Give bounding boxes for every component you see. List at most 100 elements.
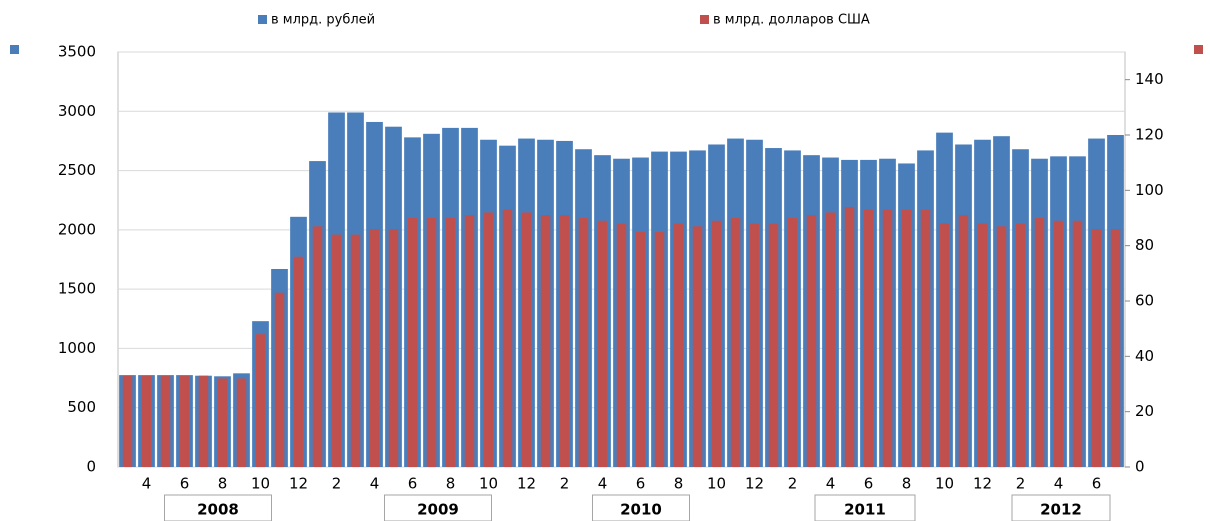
bar <box>331 234 342 467</box>
bar <box>882 209 893 467</box>
x-tick-label: 8 <box>902 475 912 493</box>
bar <box>958 215 969 467</box>
bar <box>236 378 247 467</box>
bar <box>198 375 209 467</box>
year-box <box>814 494 916 521</box>
year-label: 2011 <box>844 501 886 519</box>
y2-tick-label: 0 <box>1135 458 1145 476</box>
legend-swatch <box>258 15 267 24</box>
bar <box>996 226 1007 467</box>
year-box <box>592 494 690 521</box>
bar <box>141 375 152 467</box>
y-tick-label: 500 <box>67 398 96 416</box>
bar <box>559 215 570 467</box>
x-tick-label: 6 <box>864 475 874 493</box>
bar <box>464 215 475 467</box>
year-box <box>384 494 492 521</box>
x-tick-label: 10 <box>479 475 498 493</box>
bar <box>825 212 836 467</box>
year-label: 2009 <box>417 501 459 519</box>
bar <box>977 223 988 467</box>
x-tick-label: 2 <box>332 475 342 493</box>
year-box <box>164 494 272 521</box>
bar <box>502 209 513 467</box>
bar <box>274 292 285 467</box>
bar <box>521 212 532 467</box>
x-tick-label: 12 <box>289 475 308 493</box>
y-tick-label: 0 <box>86 458 96 476</box>
x-tick-label: 12 <box>745 475 764 493</box>
x-tick-label: 4 <box>1054 475 1064 493</box>
bar <box>407 218 418 467</box>
axis-color-key <box>1194 45 1203 54</box>
bar <box>1015 223 1026 467</box>
x-tick-label: 4 <box>598 475 608 493</box>
x-tick-label: 6 <box>636 475 646 493</box>
bar <box>749 223 760 467</box>
x-tick-label: 6 <box>180 475 190 493</box>
bar <box>350 234 361 467</box>
x-tick-label: 10 <box>935 475 954 493</box>
x-tick-label: 6 <box>1092 475 1102 493</box>
y2-tick-label: 20 <box>1135 402 1154 420</box>
bar <box>673 223 684 467</box>
x-tick-label: 8 <box>446 475 456 493</box>
x-tick-label: 12 <box>517 475 536 493</box>
bar <box>920 209 931 467</box>
y-tick-label: 2000 <box>58 220 96 238</box>
y2-tick-label: 40 <box>1135 347 1154 365</box>
y2-tick-label: 80 <box>1135 236 1154 254</box>
bar <box>122 375 133 467</box>
year-label: 2010 <box>620 501 662 519</box>
y-tick-label: 1500 <box>58 280 96 298</box>
axis-color-key <box>10 45 19 54</box>
y-tick-label: 1000 <box>58 339 96 357</box>
bar <box>635 231 646 467</box>
y2-tick-label: 60 <box>1135 292 1154 310</box>
bar <box>312 226 323 467</box>
x-tick-label: 2 <box>560 475 570 493</box>
x-tick-label: 12 <box>973 475 992 493</box>
y2-tick-label: 100 <box>1135 181 1164 199</box>
x-tick-label: 4 <box>370 475 380 493</box>
x-tick-label: 2 <box>1016 475 1026 493</box>
bar <box>160 375 171 467</box>
bar <box>293 256 304 467</box>
bar <box>1053 220 1064 467</box>
y-tick-label: 3500 <box>58 43 96 61</box>
bar <box>483 212 494 467</box>
x-tick-label: 6 <box>408 475 418 493</box>
bar <box>540 215 551 467</box>
x-tick-label: 4 <box>826 475 836 493</box>
bar <box>616 223 627 467</box>
bar <box>730 218 741 467</box>
x-tick-label: 2 <box>788 475 798 493</box>
bar <box>369 229 380 467</box>
bar <box>863 209 874 467</box>
legend-swatch <box>700 15 709 24</box>
year-box <box>1011 494 1111 521</box>
bar <box>787 218 798 467</box>
bar <box>1034 218 1045 467</box>
legend-label: в млрд. долларов США <box>713 13 870 28</box>
y-tick-label: 3000 <box>58 102 96 120</box>
bar <box>217 378 228 467</box>
bar <box>578 218 589 467</box>
bar <box>654 231 665 467</box>
x-tick-label: 8 <box>674 475 684 493</box>
bar <box>901 209 912 467</box>
y2-tick-label: 120 <box>1135 126 1164 144</box>
bar <box>445 218 456 467</box>
bar <box>844 206 855 467</box>
x-tick-label: 4 <box>142 475 152 493</box>
bar <box>692 226 703 467</box>
bar <box>1110 229 1121 467</box>
x-tick-label: 10 <box>707 475 726 493</box>
x-tick-label: 10 <box>251 475 270 493</box>
x-tick-label: 8 <box>218 475 228 493</box>
bar <box>597 220 608 467</box>
y2-tick-label: 140 <box>1135 70 1164 88</box>
bar <box>1091 229 1102 467</box>
year-label: 2012 <box>1040 501 1082 519</box>
